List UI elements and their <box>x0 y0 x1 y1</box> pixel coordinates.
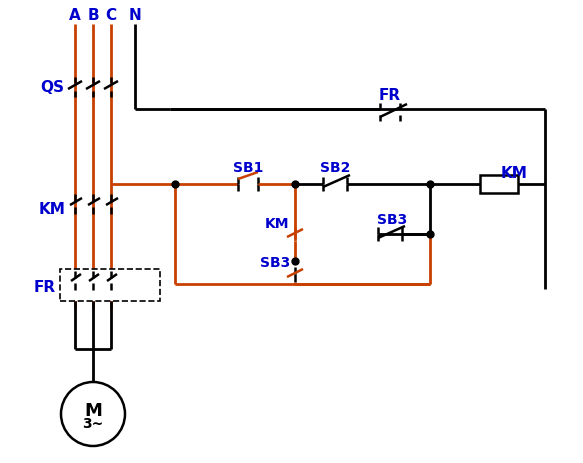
Text: KM: KM <box>265 217 289 231</box>
Bar <box>480 175 518 194</box>
Text: N: N <box>129 8 141 24</box>
Text: SB3: SB3 <box>377 213 407 226</box>
Text: SB1: SB1 <box>233 161 263 175</box>
Bar <box>60 269 160 301</box>
Text: QS: QS <box>40 80 64 95</box>
Text: SB3: SB3 <box>260 256 290 269</box>
Text: FR: FR <box>379 88 401 102</box>
Text: B: B <box>87 8 99 24</box>
Text: KM: KM <box>38 202 65 217</box>
Text: C: C <box>106 8 117 24</box>
Text: M: M <box>84 401 102 419</box>
Text: SB2: SB2 <box>320 161 350 175</box>
Text: KM: KM <box>501 165 528 180</box>
Text: 3~: 3~ <box>82 416 104 430</box>
Text: FR: FR <box>34 280 56 295</box>
Text: A: A <box>69 8 81 24</box>
Circle shape <box>61 382 125 446</box>
